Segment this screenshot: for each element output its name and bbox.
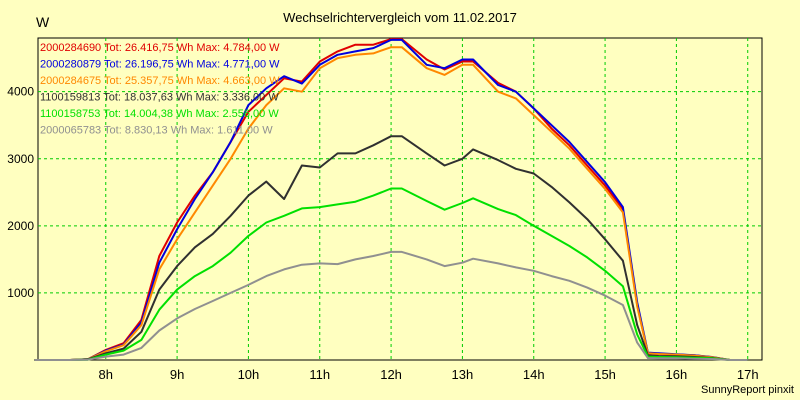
series-line-6	[34, 250, 748, 361]
x-tick-label: 13h	[452, 367, 474, 382]
y-tick-label: 4000	[7, 85, 34, 99]
x-tick-label: 12h	[380, 367, 402, 382]
x-tick-label: 17h	[737, 367, 759, 382]
x-tick-label: 15h	[594, 367, 616, 382]
legend-entry-4: 1100159813 Tot: 18.037,63 Wh Max: 3.336,…	[40, 92, 279, 104]
series-line-5	[34, 187, 748, 361]
legend-entry-5: 1100158753 Tot: 14.004,38 Wh Max: 2.556,…	[40, 108, 279, 120]
legend-entry-6: 2000065783 Tot: 8.830,13 Wh Max: 1.611,0…	[40, 125, 273, 137]
x-tick-label: 16h	[666, 367, 688, 382]
x-tick-label: 10h	[238, 367, 260, 382]
y-tick-label: 3000	[7, 152, 34, 166]
legend-entry-2: 2000280879 Tot: 26.196,75 Wh Max: 4.771,…	[40, 59, 280, 71]
footer-credit: SunnyReport pinxit	[701, 384, 794, 396]
legend-entry-1: 2000284690 Tot: 26.416,75 Wh Max: 4.784,…	[40, 42, 280, 54]
legend-entry-3: 2000284675 Tot: 25.357,75 Wh Max: 4.663,…	[40, 75, 280, 87]
plot-frame	[37, 37, 763, 361]
x-tick-label: 8h	[99, 367, 113, 382]
x-tick-label: 11h	[309, 367, 330, 382]
series-line-3	[34, 46, 748, 361]
y-tick-label: 1000	[7, 286, 34, 300]
series-line-4	[34, 135, 748, 361]
x-tick-label: 9h	[170, 367, 184, 382]
chart-title: Wechselrichtervergleich vom 11.02.2017	[283, 10, 517, 25]
x-tick-label: 14h	[523, 367, 545, 382]
y-tick-label: 2000	[7, 219, 34, 233]
y-axis-unit-label: W	[36, 14, 50, 30]
